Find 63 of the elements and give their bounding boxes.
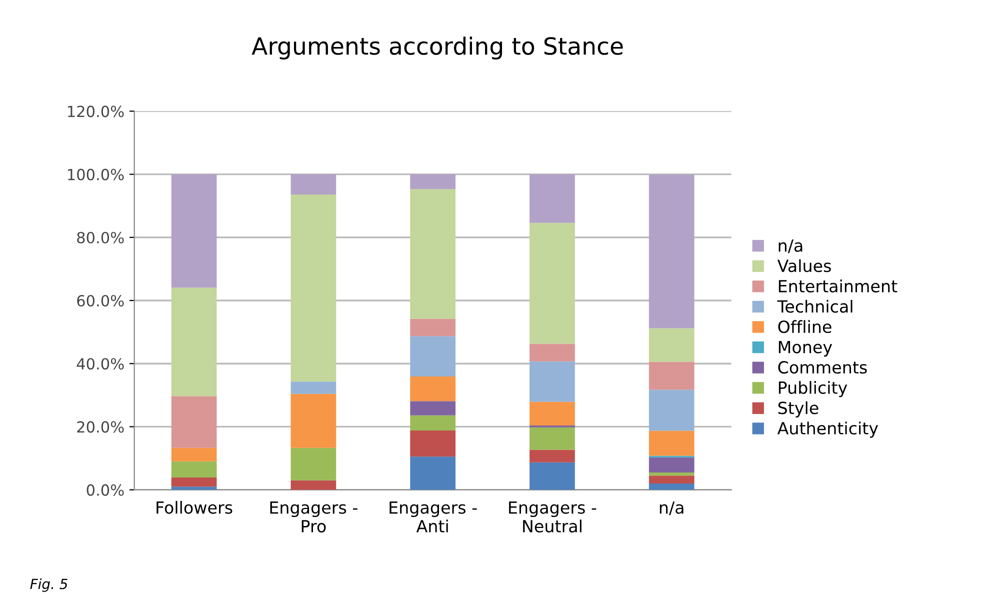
bar xyxy=(648,328,694,362)
bar xyxy=(530,174,575,223)
x-tick-label: Engagers - Neutral xyxy=(509,501,596,532)
bar xyxy=(648,457,694,472)
bar xyxy=(530,361,575,402)
bar xyxy=(410,415,456,430)
legend-label: Authenticity xyxy=(777,422,878,438)
y-tick-label: 40.0% xyxy=(76,358,124,370)
bar xyxy=(648,390,694,431)
x-tick-label: Followers xyxy=(156,500,232,514)
y-tick-label: 80.0% xyxy=(77,232,124,244)
bar xyxy=(171,486,217,490)
y-tick-label: 0.0% xyxy=(86,484,124,496)
bar xyxy=(648,430,694,456)
bar xyxy=(410,189,456,319)
bar xyxy=(410,430,456,457)
bar xyxy=(648,472,694,476)
bar xyxy=(410,401,456,416)
bar xyxy=(171,174,217,288)
bar xyxy=(290,480,336,490)
bar xyxy=(171,461,217,478)
y-tick-label: 60.0% xyxy=(77,294,124,307)
bar xyxy=(171,448,217,462)
bar xyxy=(530,450,575,462)
bar xyxy=(530,222,575,344)
bar xyxy=(290,194,336,382)
x-tick-label: Engagers - Pro xyxy=(270,501,358,532)
legend-label: Style xyxy=(778,401,818,418)
legend-label: Money xyxy=(778,340,832,357)
legend-label: Offline xyxy=(778,320,832,334)
bar xyxy=(530,402,575,426)
bar xyxy=(530,427,575,450)
legend-label: n/a xyxy=(778,239,802,254)
bar xyxy=(171,396,217,448)
bar xyxy=(290,394,336,448)
caption: Fig. 5 xyxy=(30,578,68,592)
chart-title: Arguments according to Stance xyxy=(252,36,623,60)
bar xyxy=(290,174,336,194)
legend-label: Entertainment xyxy=(778,280,898,292)
bar xyxy=(290,448,336,480)
bar xyxy=(648,362,694,390)
bar xyxy=(648,484,694,490)
x-tick-label: Engagers - Anti xyxy=(390,501,477,532)
bar xyxy=(648,476,694,484)
bar xyxy=(648,174,694,328)
y-tick-label: 20.0% xyxy=(77,421,124,433)
y-tick-label: 120.0% xyxy=(68,106,124,118)
bar xyxy=(410,336,456,377)
bar xyxy=(530,462,575,490)
x-tick-label: n/a xyxy=(660,501,684,516)
bar xyxy=(530,344,575,362)
bar xyxy=(171,478,217,487)
y-tick-label: 100.0% xyxy=(68,168,124,180)
legend-label: Comments xyxy=(778,361,867,374)
bar xyxy=(290,382,336,394)
legend-label: Technical xyxy=(777,300,852,313)
bar xyxy=(171,288,217,396)
bar xyxy=(410,318,456,336)
legend-label: Publicity xyxy=(778,381,848,398)
bar xyxy=(410,174,456,190)
bar xyxy=(410,456,456,490)
legend-label: Values xyxy=(777,259,831,272)
bar xyxy=(410,376,456,402)
